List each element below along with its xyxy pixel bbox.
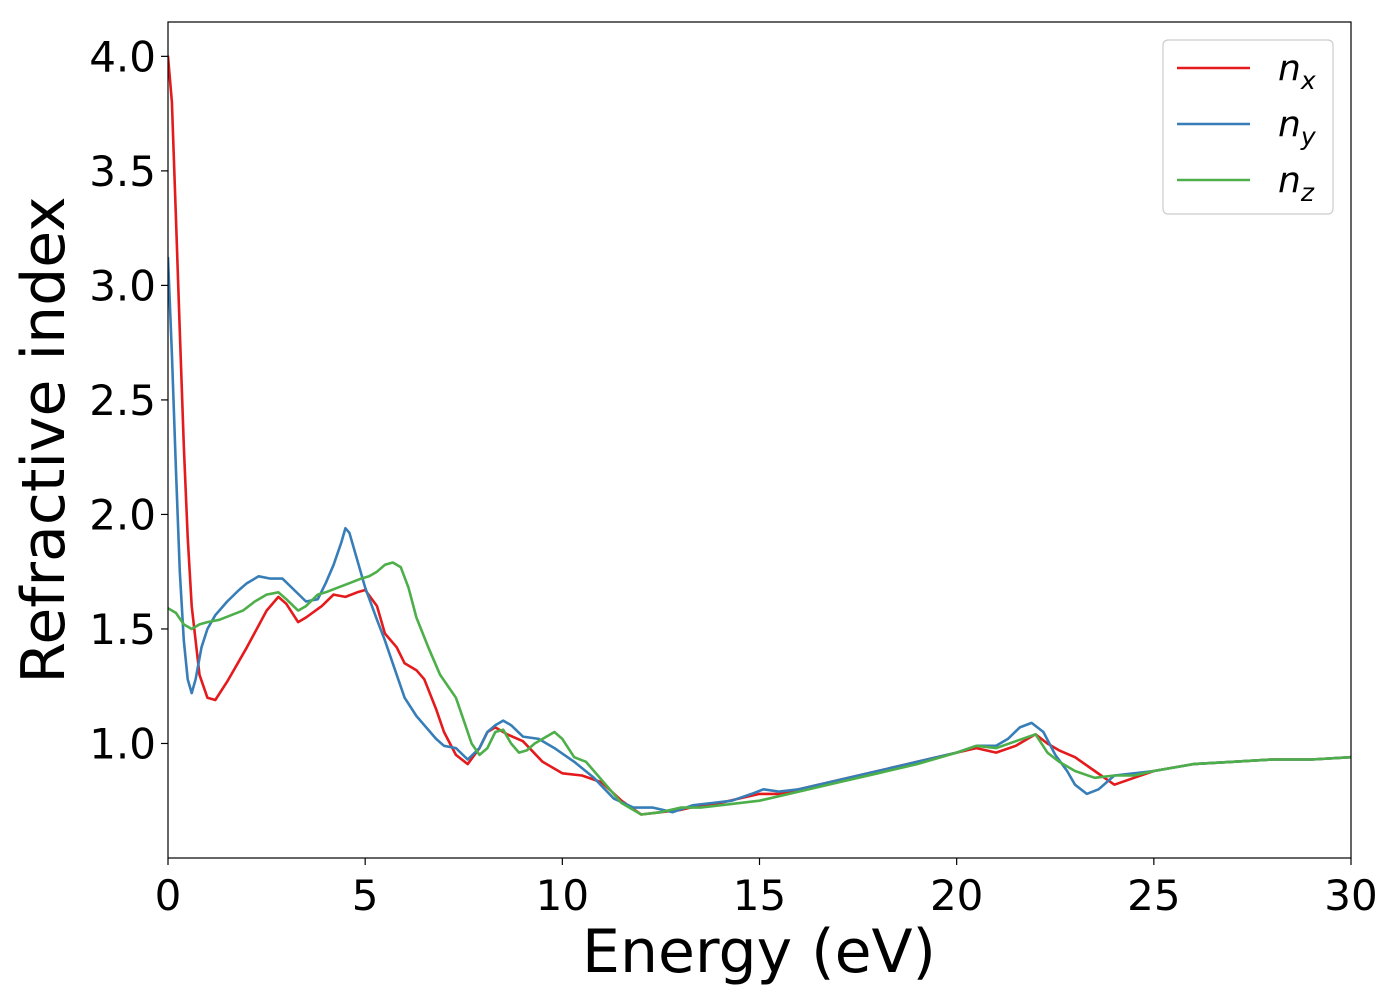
series-line-nz	[168, 561, 1351, 816]
y-tick-label: 1.0	[89, 719, 156, 768]
x-axis: 0 5 10 15 20 25 30	[155, 858, 1378, 920]
series-line-ny	[168, 256, 1351, 814]
y-tick-label: 2.0	[89, 490, 156, 539]
x-tick-label: 5	[352, 871, 379, 920]
y-axis: 1.0 1.5 2.0 2.5 3.0 3.5 4.0	[89, 32, 168, 768]
x-tick-label: 10	[536, 871, 589, 920]
x-axis-title: Energy (eV)	[582, 917, 936, 987]
y-tick-label: 4.0	[89, 32, 156, 81]
x-tick-label: 25	[1127, 871, 1180, 920]
x-tick-label: 0	[155, 871, 182, 920]
y-tick-label: 2.5	[89, 376, 156, 425]
x-tick-label: 20	[930, 871, 983, 920]
x-tick-label: 15	[733, 871, 786, 920]
x-tick-label: 30	[1324, 871, 1377, 920]
y-tick-label: 3.5	[89, 147, 156, 196]
plot-background	[168, 22, 1351, 858]
legend-frame	[1162, 39, 1334, 215]
y-axis-title: Refractive index	[9, 196, 79, 683]
y-tick-label: 1.5	[89, 605, 156, 654]
series-layer	[168, 55, 1351, 816]
y-tick-label: 3.0	[89, 261, 156, 310]
